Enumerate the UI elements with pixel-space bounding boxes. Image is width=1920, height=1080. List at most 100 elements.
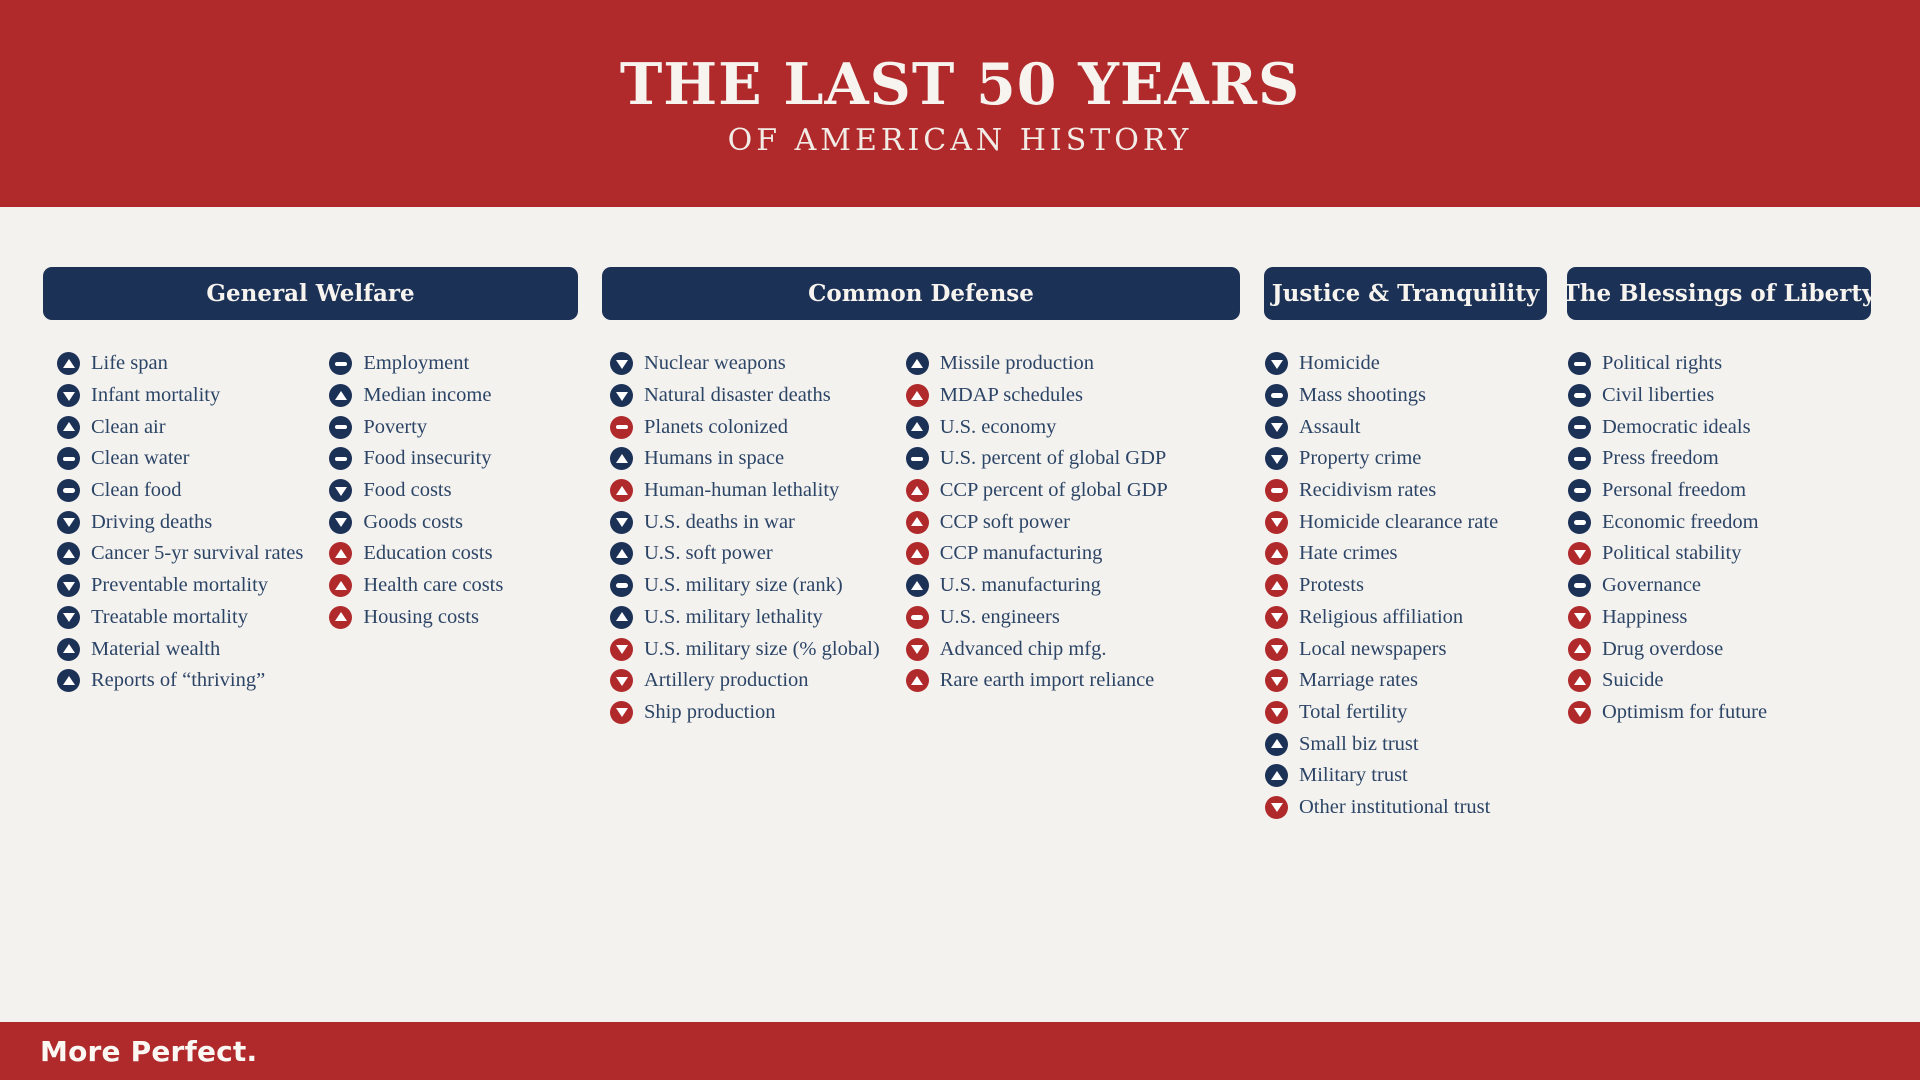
trend-item: Clean air: [57, 411, 303, 443]
trend-item-label: Assault: [1299, 415, 1361, 438]
footer-banner: More Perfect.: [0, 1022, 1920, 1080]
trend-item-label: Total fertility: [1299, 700, 1408, 723]
trend-down-icon: [57, 384, 80, 408]
trend-item-label: Economic freedom: [1602, 510, 1759, 533]
trend-item-label: Local newspapers: [1299, 637, 1447, 660]
trend-item-label: Treatable mortality: [91, 605, 248, 628]
trend-item-label: Reports of “thriving”: [91, 669, 266, 692]
trend-down-icon: [1568, 605, 1591, 629]
trend-item-label: Clean food: [91, 479, 182, 502]
trend-item-label: U.S. percent of global GDP: [939, 447, 1167, 470]
brand-wordmark: More Perfect.: [40, 1034, 258, 1068]
trend-item-label: Governance: [1602, 574, 1702, 597]
trend-item-label: CCP manufacturing: [939, 542, 1103, 565]
trend-item-label: Employment: [363, 352, 470, 375]
trend-item: Recidivism rates: [1265, 475, 1498, 507]
trend-item: Governance: [1568, 570, 1767, 602]
trend-down-icon: [905, 637, 929, 661]
trend-item: U.S. military lethality: [610, 602, 880, 634]
trend-item: U.S. military size (rank): [610, 570, 880, 602]
trend-up-icon: [610, 479, 633, 503]
trend-item-label: U.S. manufacturing: [939, 574, 1101, 597]
trend-item-label: Artillery production: [644, 669, 809, 692]
trend-item: Median income: [329, 380, 503, 412]
trend-item: Driving deaths: [57, 506, 303, 538]
trend-item: Political stability: [1568, 538, 1767, 570]
trend-item: U.S. manufacturing: [905, 570, 1168, 602]
trend-item: Reports of “thriving”: [57, 665, 303, 697]
trend-up-icon: [329, 542, 353, 566]
column-header-general-welfare: General Welfare: [43, 267, 578, 320]
trend-item: Other institutional trust: [1265, 792, 1498, 824]
trend-item: Personal freedom: [1568, 475, 1767, 507]
trend-item: Planets colonized: [610, 411, 880, 443]
trend-up-icon: [57, 637, 80, 661]
trend-flat-icon: [57, 447, 80, 471]
trend-item: Employment: [329, 348, 503, 380]
trend-flat-icon: [1568, 510, 1591, 534]
trend-item: U.S. engineers: [905, 602, 1168, 634]
trend-item: Goods costs: [329, 506, 503, 538]
trend-flat-icon: [329, 415, 353, 439]
trend-item: Ship production: [610, 697, 880, 729]
trend-flat-icon: [905, 447, 929, 471]
column-title: Common Defense: [808, 280, 1034, 307]
trend-item: Protests: [1265, 570, 1498, 602]
trend-item: Religious affiliation: [1265, 602, 1498, 634]
trend-down-icon: [1265, 795, 1288, 819]
trend-item-label: U.S. military size (% global): [644, 637, 880, 660]
trend-up-icon: [1265, 574, 1288, 598]
trend-up-icon: [905, 542, 929, 566]
trend-item-label: Driving deaths: [91, 510, 213, 533]
trend-item-label: Civil liberties: [1602, 384, 1715, 407]
trend-item: Advanced chip mfg.: [905, 633, 1168, 665]
trend-up-icon: [610, 447, 633, 471]
column-header-common-defense: Common Defense: [602, 267, 1240, 320]
trend-item-label: U.S. economy: [939, 415, 1057, 438]
trend-up-icon: [905, 352, 929, 376]
trend-item: Human-human lethality: [610, 475, 880, 507]
trend-item: Homicide clearance rate: [1265, 506, 1498, 538]
trend-item-label: Material wealth: [91, 637, 221, 660]
trend-flat-icon: [610, 574, 633, 598]
trend-item-label: Human-human lethality: [644, 479, 840, 502]
trend-item: Education costs: [329, 538, 503, 570]
trend-up-icon: [905, 669, 929, 693]
trend-down-icon: [1568, 542, 1591, 566]
trend-item-label: Health care costs: [363, 574, 504, 597]
trend-item: Assault: [1265, 411, 1498, 443]
trend-down-icon: [329, 510, 353, 534]
trend-item: CCP percent of global GDP: [905, 475, 1168, 507]
trend-item-label: Food insecurity: [363, 447, 492, 470]
trend-item-label: U.S. soft power: [644, 542, 773, 565]
column-lists: Homicide Mass shootings Assault Property cr…: [1264, 348, 1547, 823]
trend-item-label: Housing costs: [363, 605, 479, 628]
trend-item-label: Mass shootings: [1299, 384, 1427, 407]
trend-flat-icon: [1568, 415, 1591, 439]
trend-up-icon: [1568, 637, 1591, 661]
trend-item: Health care costs: [329, 570, 503, 602]
trend-item-label: Marriage rates: [1299, 669, 1418, 692]
column-title: Justice & Tranquility: [1271, 280, 1540, 307]
trend-up-icon: [329, 605, 353, 629]
trend-item: Local newspapers: [1265, 633, 1498, 665]
trend-item: Missile production: [905, 348, 1168, 380]
column-title: General Welfare: [206, 280, 415, 307]
content-area: General Welfare Life span Infant mortalit…: [0, 207, 1920, 1022]
trend-down-icon: [1265, 352, 1288, 376]
trend-item: Civil liberties: [1568, 380, 1767, 412]
trend-item-label: Education costs: [363, 542, 493, 565]
trend-up-icon: [57, 669, 80, 693]
trend-item-label: Political rights: [1602, 352, 1723, 375]
trend-flat-icon: [1265, 384, 1288, 408]
trend-item: Cancer 5-yr survival rates: [57, 538, 303, 570]
trend-item-label: Religious affiliation: [1299, 605, 1464, 628]
trend-up-icon: [905, 510, 929, 534]
trend-item-label: Small biz trust: [1299, 732, 1419, 755]
trend-up-icon: [905, 384, 929, 408]
trend-flat-icon: [610, 415, 633, 439]
trend-flat-icon: [1568, 574, 1591, 598]
trend-down-icon: [1265, 510, 1288, 534]
trend-down-icon: [1265, 415, 1288, 439]
trend-down-icon: [1265, 669, 1288, 693]
